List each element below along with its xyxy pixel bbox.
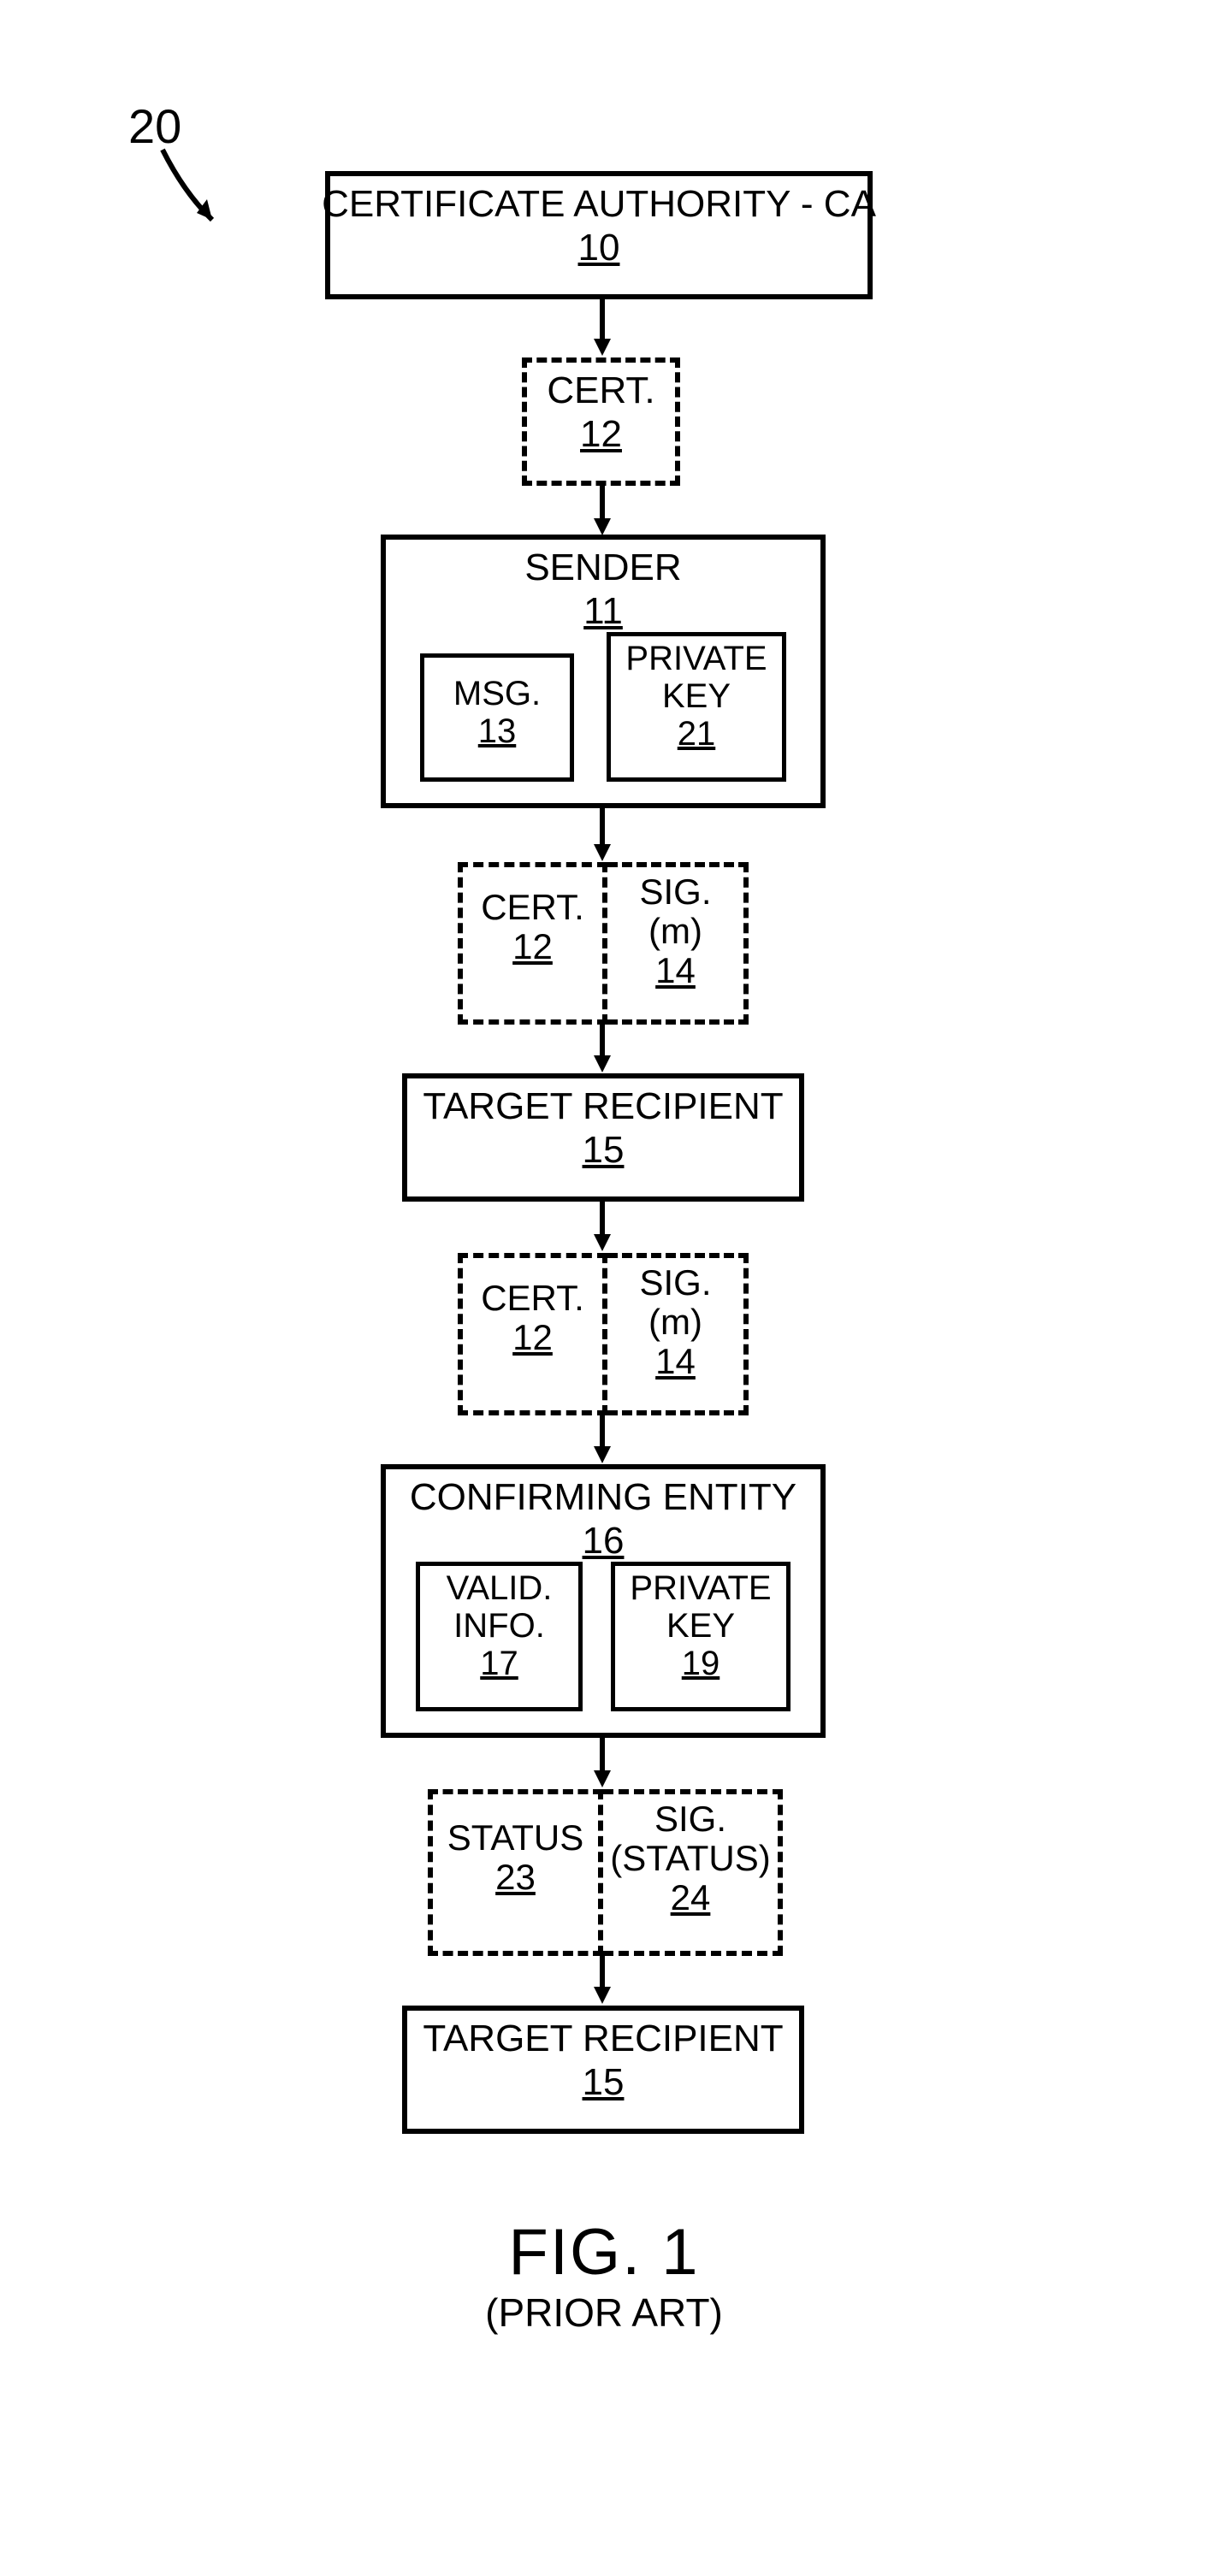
cert-sig-pair-1: CERT. 12 SIG. (m) 14 xyxy=(458,862,749,1025)
sender-msg-num: 13 xyxy=(424,712,570,750)
confirm-valid-box: VALID. INFO. 17 xyxy=(416,1562,583,1711)
ca-num: 10 xyxy=(578,227,620,270)
cert-sig-pair-2: CERT. 12 SIG. (m) 14 xyxy=(458,1253,749,1415)
arrow-pair2-confirm xyxy=(594,1415,611,1465)
pair2-right-title: SIG. (m) xyxy=(607,1263,743,1342)
figure-caption: FIG. 1 (PRIOR ART) xyxy=(0,2215,1208,2336)
sender-msg-title: MSG. xyxy=(424,675,570,712)
confirm-valid-num: 17 xyxy=(420,1645,578,1682)
target1-num: 15 xyxy=(583,1129,625,1173)
pair1-left-title: CERT. xyxy=(463,888,602,927)
sender-num: 11 xyxy=(583,590,623,634)
cert1-num: 12 xyxy=(580,413,622,457)
confirm-pkey-num: 19 xyxy=(615,1645,786,1682)
pair3-left-title: STATUS xyxy=(433,1818,598,1858)
confirming-entity-box: CONFIRMING ENTITY 16 VALID. INFO. 17 PRI… xyxy=(381,1464,826,1738)
target1-title: TARGET RECIPIENT xyxy=(423,1085,783,1129)
target-recipient-box-1: TARGET RECIPIENT 15 xyxy=(402,1073,804,1202)
cert1-title: CERT. xyxy=(547,369,654,413)
arrow-confirm-pair3 xyxy=(594,1738,611,1789)
target-recipient-box-2: TARGET RECIPIENT 15 xyxy=(402,2006,804,2134)
arrow-cert-sender xyxy=(594,486,611,537)
pair2-right-num: 14 xyxy=(607,1342,743,1381)
pair3-right-title: SIG. (STATUS) xyxy=(603,1799,778,1878)
figcap-small: (PRIOR ART) xyxy=(0,2289,1208,2336)
confirm-pkey-title: PRIVATE KEY xyxy=(615,1569,786,1645)
target2-num: 15 xyxy=(583,2061,625,2105)
sender-pkey-box: PRIVATE KEY 21 xyxy=(607,632,786,782)
diagram-canvas: 20 CERTIFICATE AUTHORITY - CA 10 CERT. 1… xyxy=(0,0,1208,2576)
status-sig-pair: STATUS 23 SIG. (STATUS) 24 xyxy=(428,1789,783,1956)
arrow-target1-pair2 xyxy=(594,1202,611,1253)
sender-pkey-title: PRIVATE KEY xyxy=(611,640,782,715)
cert-box-1: CERT. 12 xyxy=(522,357,680,486)
confirm-valid-title: VALID. INFO. xyxy=(420,1569,578,1645)
pair2-left-title: CERT. xyxy=(463,1279,602,1318)
figcap-big: FIG. 1 xyxy=(0,2215,1208,2289)
arrow-pair3-target2 xyxy=(594,1956,611,2006)
target2-title: TARGET RECIPIENT xyxy=(423,2018,783,2061)
confirm-num: 16 xyxy=(583,1520,625,1563)
ca-title: CERTIFICATE AUTHORITY - CA xyxy=(322,183,876,227)
pair1-left-num: 12 xyxy=(463,927,602,966)
pair3-right-num: 24 xyxy=(603,1878,778,1917)
sender-msg-box: MSG. 13 xyxy=(420,653,574,782)
confirm-title: CONFIRMING ENTITY xyxy=(410,1476,796,1520)
arrow-ca-cert xyxy=(594,299,611,359)
pair1-right-num: 14 xyxy=(607,951,743,990)
ca-box: CERTIFICATE AUTHORITY - CA 10 xyxy=(325,171,873,299)
arrow-sender-pair1 xyxy=(594,808,611,864)
pair2-left-num: 12 xyxy=(463,1318,602,1357)
sender-title: SENDER xyxy=(524,547,681,590)
pair3-left-num: 23 xyxy=(433,1858,598,1897)
pair1-right-title: SIG. (m) xyxy=(607,872,743,951)
confirm-pkey-box: PRIVATE KEY 19 xyxy=(611,1562,791,1711)
sender-box: SENDER 11 MSG. 13 PRIVATE KEY 21 xyxy=(381,535,826,808)
sender-pkey-num: 21 xyxy=(611,715,782,753)
ref-arrow-20 xyxy=(145,141,248,244)
arrow-pair1-target1 xyxy=(594,1025,611,1074)
